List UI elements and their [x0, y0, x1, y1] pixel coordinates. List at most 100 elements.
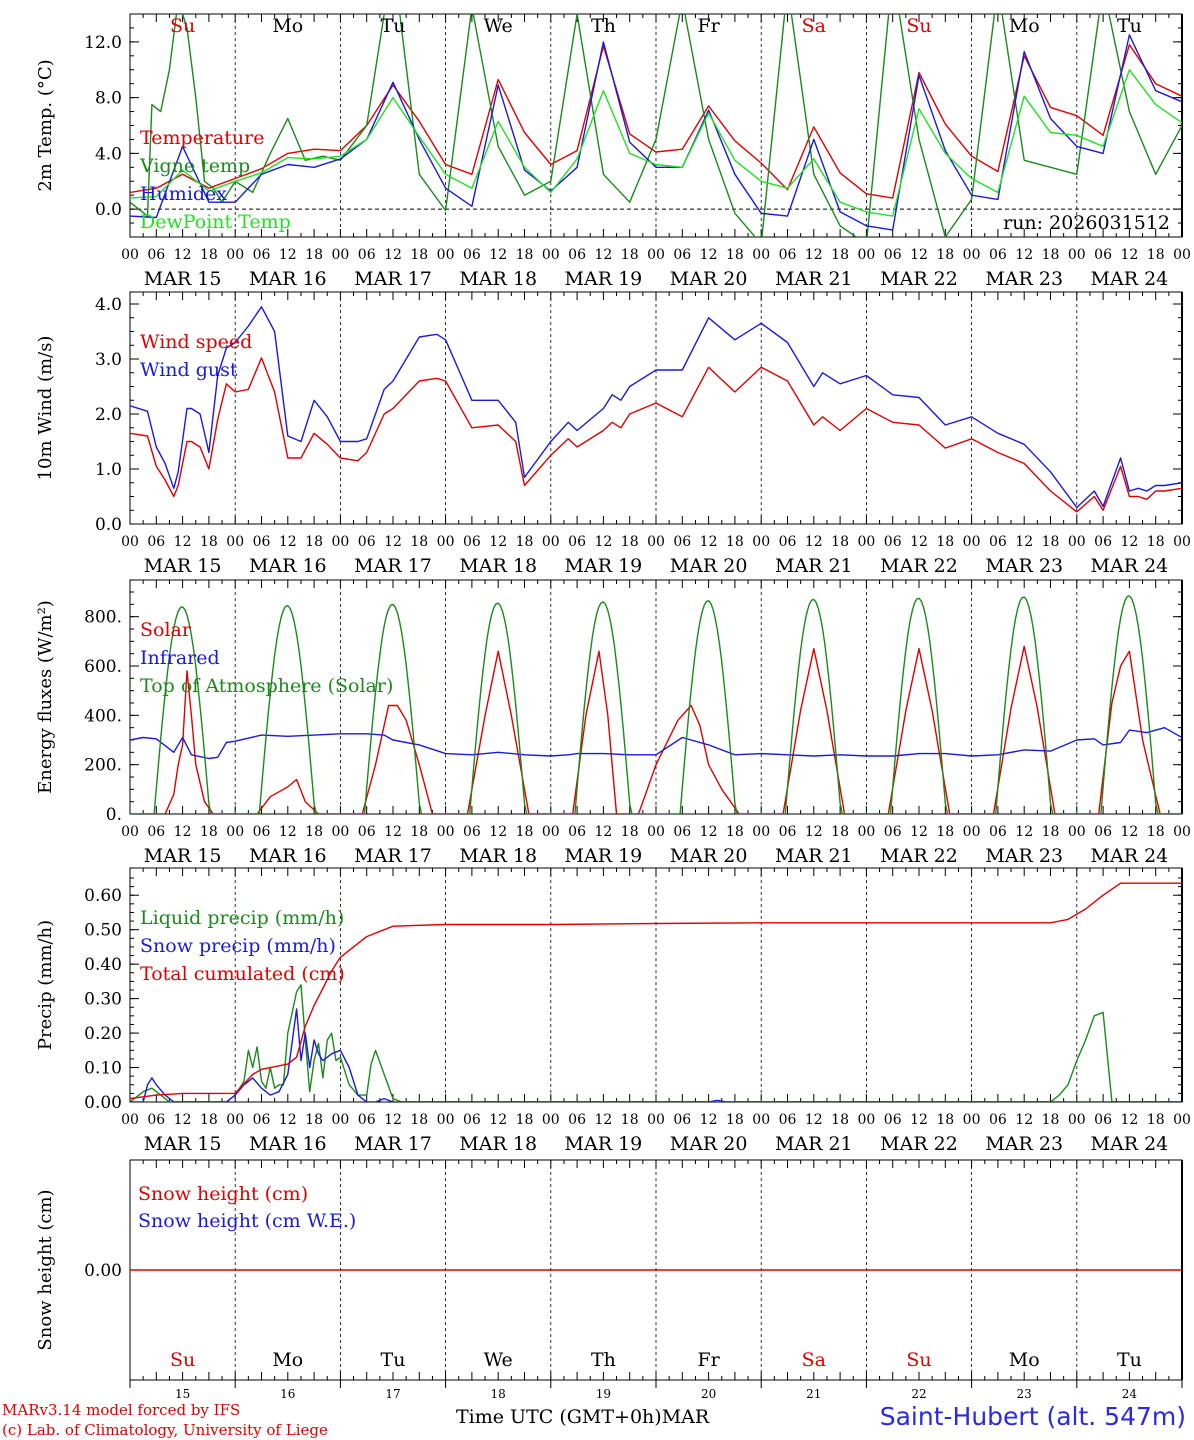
y-tick-label: 0.00	[84, 1093, 122, 1113]
legend-entry: Infrared	[140, 647, 220, 669]
series-group	[130, 14, 1182, 237]
date-label: MAR 22	[880, 845, 958, 867]
weekday-label: Mo	[272, 15, 303, 37]
hour-tick-label: 00	[1068, 824, 1086, 840]
credit-line-lab: (c) Lab. of Climatology, University of L…	[2, 1421, 328, 1439]
hour-tick-label: 18	[1147, 247, 1165, 263]
hour-tick-label: 00	[437, 824, 455, 840]
hour-tick-label: 06	[463, 247, 481, 263]
legend-entry: Temperature	[140, 127, 264, 149]
hour-tick-label: 06	[884, 247, 902, 263]
hour-tick-label: 00	[331, 247, 349, 263]
y-tick-label: 0.00	[84, 1261, 122, 1281]
hour-tick-label: 18	[1042, 247, 1060, 263]
weekday-label: Su	[170, 15, 195, 37]
hour-tick-label: 06	[253, 534, 271, 550]
hour-tick-label: 12	[174, 247, 192, 263]
date-label: MAR 21	[775, 268, 853, 290]
hour-tick-label: 06	[884, 824, 902, 840]
hour-tick-label: 00	[963, 824, 981, 840]
y-tick-label: 200.	[84, 756, 122, 776]
hour-tick-label: 18	[936, 824, 954, 840]
hour-tick-label: 00	[331, 1112, 349, 1128]
hour-tick-label: 06	[884, 534, 902, 550]
hour-tick-label: 00	[1068, 247, 1086, 263]
day-number-label: 15	[175, 1387, 190, 1401]
hour-tick-label: 12	[174, 534, 192, 550]
run-label: run: 2026031512	[1003, 212, 1170, 234]
date-label: MAR 22	[880, 1133, 958, 1155]
weekday-label: We	[484, 1349, 513, 1371]
series-group	[130, 882, 1182, 1102]
series-line-snow-precip-mm-h-	[130, 1008, 1182, 1102]
credit-line-model: MARv3.14 model forced by IFS	[2, 1401, 241, 1419]
hour-tick-label: 18	[936, 534, 954, 550]
legend-entry: DewPoint Temp	[140, 211, 291, 233]
time-axis-xlabel: Time UTC (GMT+0h)	[456, 1406, 662, 1428]
hour-tick-label: 00	[121, 1112, 139, 1128]
hour-tick-label: 12	[805, 824, 823, 840]
y-tick-label: 0.	[106, 805, 122, 825]
hour-tick-label: 06	[568, 247, 586, 263]
hour-tick-label: 12	[384, 824, 402, 840]
hour-tick-label: 06	[253, 1112, 271, 1128]
series-line-vigne-temp	[130, 14, 1182, 237]
legend-entry: Humidex	[140, 183, 227, 205]
legend-entry: Wind gust	[140, 359, 238, 381]
hour-tick-label: 18	[726, 247, 744, 263]
hour-tick-label: 12	[1120, 824, 1138, 840]
weekday-label: Tu	[1117, 15, 1142, 37]
hour-tick-label: 12	[910, 1112, 928, 1128]
weekday-label: Fr	[697, 15, 720, 37]
hour-tick-label: 12	[910, 247, 928, 263]
y-tick-label: 4.0	[95, 295, 122, 315]
hour-tick-label: 00	[857, 1112, 875, 1128]
hour-tick-label: 18	[831, 247, 849, 263]
date-label: MAR 19	[565, 268, 643, 290]
hour-tick-label: 12	[279, 247, 297, 263]
hour-tick-label: 12	[489, 824, 507, 840]
date-label: MAR 21	[775, 845, 853, 867]
series-line-wind-speed	[130, 357, 1182, 513]
hour-tick-label: 18	[200, 247, 218, 263]
hour-tick-label: 12	[805, 534, 823, 550]
date-label: MAR 20	[670, 268, 748, 290]
date-label: MAR 24	[1091, 555, 1169, 577]
hour-tick-label: 00	[752, 824, 770, 840]
hour-tick-label: 00	[1068, 534, 1086, 550]
date-label: MAR 20	[670, 555, 748, 577]
date-label: MAR 20	[670, 1133, 748, 1155]
weekday-label: Tu	[381, 15, 406, 37]
y-tick-label: 0.40	[84, 955, 122, 975]
date-label: MAR 21	[775, 555, 853, 577]
hour-tick-label: 06	[568, 1112, 586, 1128]
hour-tick-label: 00	[542, 824, 560, 840]
legend-entry: Top of Atmosphere (Solar)	[140, 675, 393, 697]
weekday-label: Tu	[381, 1349, 406, 1371]
hour-tick-label: 18	[1042, 1112, 1060, 1128]
hour-tick-label: 06	[779, 824, 797, 840]
hour-tick-label: 06	[989, 824, 1007, 840]
y-tick-label: 2.0	[95, 405, 122, 425]
hour-tick-label: 18	[1147, 824, 1165, 840]
hour-tick-label: 12	[384, 247, 402, 263]
hour-tick-label: 12	[700, 534, 718, 550]
hour-tick-label: 06	[1094, 1112, 1112, 1128]
y-axis-label: Energy fluxes (W/m²)	[35, 600, 56, 794]
series-group	[130, 306, 1182, 513]
hour-tick-label: 12	[910, 824, 928, 840]
date-label: MAR 24	[1091, 268, 1169, 290]
weekday-label: Mo	[1009, 1349, 1040, 1371]
hour-tick-label: 18	[936, 1112, 954, 1128]
panel-snow: 0.00 Snow height (cm) Snow height (cm) Snow…	[35, 1159, 1183, 1401]
hour-tick-label: 12	[594, 247, 612, 263]
hour-tick-label: 12	[1120, 247, 1138, 263]
hour-tick-label: 06	[1094, 824, 1112, 840]
hour-tick-label: 18	[1042, 824, 1060, 840]
weekday-label: Su	[170, 1349, 195, 1371]
hour-tick-label: 06	[358, 1112, 376, 1128]
y-tick-label: 800.	[84, 608, 122, 628]
hour-tick-label: 06	[779, 1112, 797, 1128]
hour-tick-label: 00	[121, 247, 139, 263]
